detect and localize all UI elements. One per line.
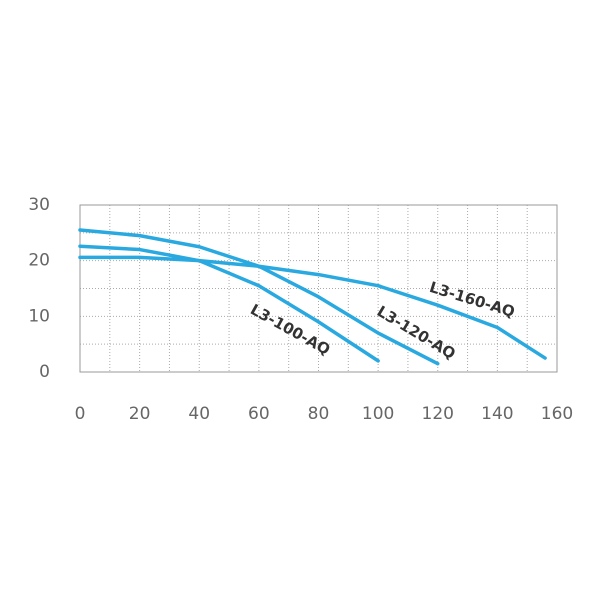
x-tick-label: 100 bbox=[362, 404, 394, 424]
x-tick-label: 80 bbox=[308, 404, 330, 424]
plot-frame bbox=[79, 204, 558, 373]
x-tick-label: 160 bbox=[541, 404, 573, 424]
x-tick-label: 20 bbox=[129, 404, 151, 424]
x-tick-label: 0 bbox=[75, 404, 86, 424]
series-line bbox=[78, 255, 547, 360]
y-tick-label: 10 bbox=[28, 306, 50, 326]
x-tick-label: 120 bbox=[422, 404, 454, 424]
x-tick-label: 140 bbox=[481, 404, 513, 424]
y-tick-label: 0 bbox=[39, 362, 50, 382]
series-line bbox=[78, 244, 380, 363]
series-label: L3-100-AQ bbox=[247, 300, 333, 358]
x-tick-label: 60 bbox=[248, 404, 270, 424]
x-tick-label: 40 bbox=[188, 404, 210, 424]
y-tick-label: 30 bbox=[28, 195, 50, 215]
series-label: L3-160-AQ bbox=[427, 278, 517, 321]
y-tick-label: 20 bbox=[28, 251, 50, 271]
